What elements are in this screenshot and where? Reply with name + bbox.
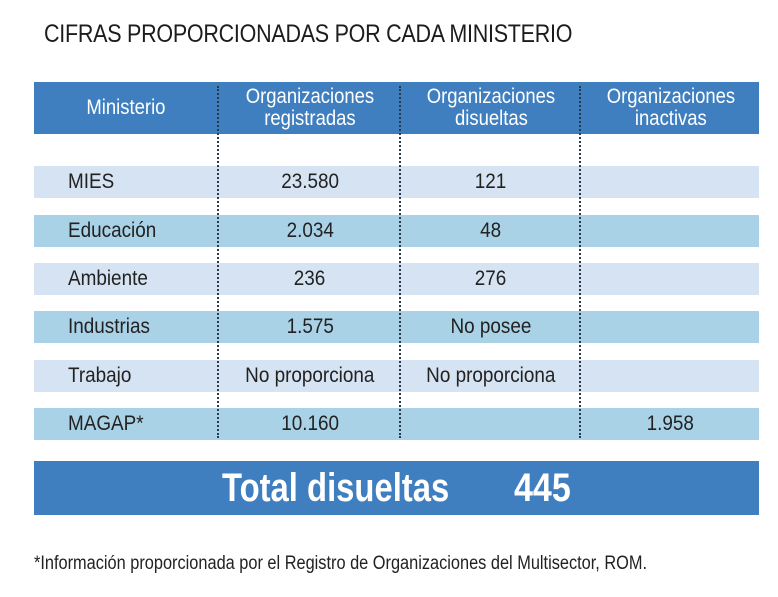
table-row: Ambiente 236 276 — [34, 263, 759, 295]
table-row: Trabajo No proporciona No proporciona — [34, 360, 759, 392]
cell-inactivas — [582, 215, 759, 247]
header-disueltas: Organizaciones disueltas — [426, 85, 556, 130]
table-row: Educación 2.034 48 — [34, 215, 759, 247]
cell-ministerio: Ambiente — [68, 267, 148, 290]
cell-registradas: 1.575 — [286, 315, 334, 338]
cell-disueltas — [402, 408, 580, 440]
cell-registradas: 236 — [294, 267, 326, 290]
table-row: MIES 23.580 121 — [34, 166, 759, 198]
cell-disueltas: No posee — [450, 315, 532, 338]
page-title: CIFRAS PROPORCIONADAS POR CADA MINISTERI… — [44, 20, 573, 48]
column-divider — [217, 86, 219, 438]
total-banner: Total disueltas 445 — [34, 461, 759, 515]
total-value: 445 — [514, 465, 571, 510]
cell-ministerio: Trabajo — [68, 364, 132, 387]
cell-registradas: 10.160 — [281, 412, 339, 435]
cell-ministerio: MAGAP* — [68, 412, 144, 435]
cell-disueltas: 121 — [475, 170, 507, 193]
ministry-table: Ministerio Organizaciones registradas Or… — [34, 82, 759, 440]
cell-registradas: No proporciona — [245, 364, 375, 387]
table-row: Industrias 1.575 No posee — [34, 311, 759, 343]
column-divider — [399, 86, 401, 438]
column-divider — [579, 86, 581, 438]
cell-registradas: 2.034 — [286, 219, 334, 242]
cell-disueltas: 48 — [480, 219, 502, 242]
cell-ministerio: Industrias — [68, 315, 150, 338]
cell-inactivas — [582, 263, 759, 295]
table-header: Ministerio Organizaciones registradas Or… — [34, 82, 759, 134]
cell-inactivas — [582, 360, 759, 392]
header-inactivas: Organizaciones inactivas — [606, 85, 735, 130]
cell-inactivas — [582, 166, 759, 198]
cell-disueltas: No proporciona — [426, 364, 556, 387]
cell-registradas: 23.580 — [281, 170, 339, 193]
total-label: Total disueltas — [222, 465, 450, 510]
table-row: MAGAP* 10.160 1.958 — [34, 408, 759, 440]
cell-inactivas — [582, 311, 759, 343]
header-ministerio: Ministerio — [86, 96, 166, 119]
cell-ministerio: Educación — [68, 219, 157, 242]
footnote: *Información proporcionada por el Regist… — [34, 553, 648, 574]
cell-inactivas: 1.958 — [646, 412, 695, 435]
header-registradas: Organizaciones registradas — [245, 85, 375, 130]
cell-ministerio: MIES — [68, 170, 115, 193]
cell-disueltas: 276 — [475, 267, 507, 290]
